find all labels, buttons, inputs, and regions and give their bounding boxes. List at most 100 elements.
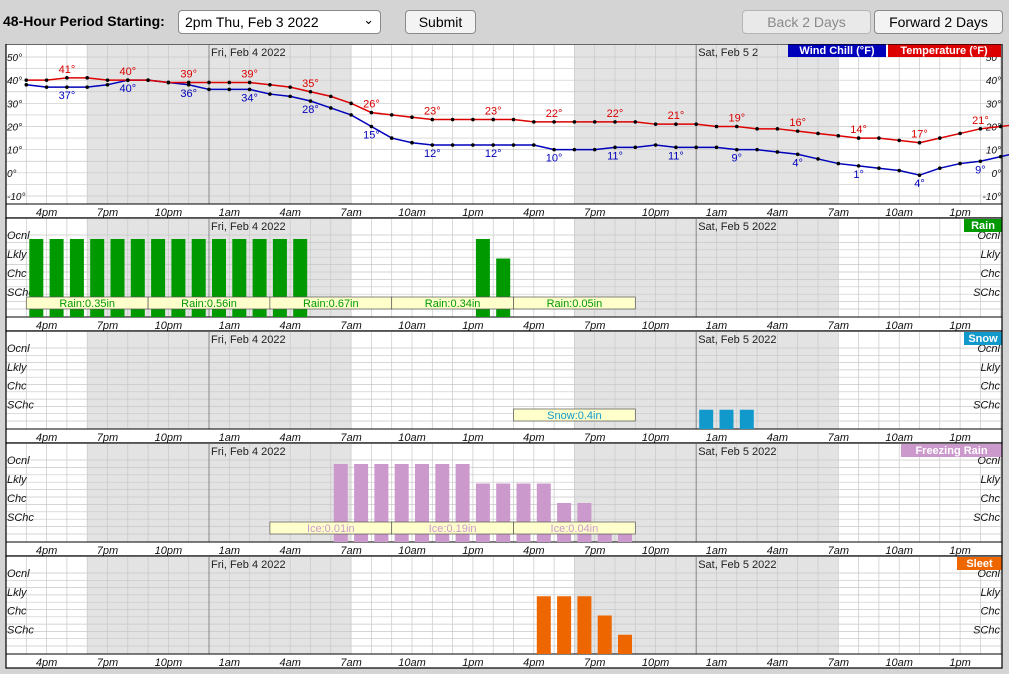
wind-chill-point bbox=[897, 168, 901, 173]
y-category-right: SChc bbox=[973, 287, 1000, 299]
temperature-point bbox=[552, 120, 556, 124]
x-tick-label: 10pm bbox=[642, 545, 670, 557]
x-tick-label: 10pm bbox=[155, 207, 183, 219]
x-tick-label: 1am bbox=[219, 320, 240, 332]
wind-chill-point bbox=[450, 143, 455, 147]
x-tick-label: 7pm bbox=[97, 545, 118, 557]
temperature-point bbox=[227, 80, 232, 85]
temperature-point bbox=[532, 120, 536, 124]
date-label: Sat, Feb 5 2022 bbox=[698, 446, 776, 458]
temperature-data-label: 22° bbox=[546, 108, 563, 120]
wind-chill-point bbox=[836, 161, 841, 166]
wind-chill-point bbox=[227, 87, 232, 92]
panel-title-swatch bbox=[964, 219, 1002, 232]
temperature-point bbox=[186, 80, 191, 85]
x-tick-label: 1pm bbox=[949, 320, 970, 332]
y-tick-label-right: 50° bbox=[986, 53, 1001, 64]
total-box bbox=[513, 408, 636, 422]
legend-wind-chill-swatch bbox=[788, 44, 886, 57]
x-tick-label: 4am bbox=[767, 320, 788, 332]
x-tick-label: 10pm bbox=[155, 432, 183, 444]
temperature-point bbox=[389, 113, 394, 117]
x-tick-label: 1am bbox=[706, 657, 727, 669]
wind-chill-point bbox=[85, 85, 89, 89]
wind-chill-data-label: 4° bbox=[792, 157, 803, 169]
x-tick-label: 4am bbox=[279, 545, 300, 557]
y-category-right: Ocnl bbox=[977, 455, 1000, 467]
x-tick-label: 10am bbox=[885, 545, 913, 557]
y-category-right: SChc bbox=[973, 400, 1000, 412]
temperature-point bbox=[247, 80, 252, 85]
temperature-point bbox=[430, 117, 435, 122]
y-category-left: Chc bbox=[7, 381, 27, 393]
wind-chill-point bbox=[613, 145, 617, 150]
wind-chill-data-label: 9° bbox=[975, 164, 986, 176]
y-category-right: Chc bbox=[980, 606, 1000, 618]
forward-2-days-button[interactable]: Forward 2 Days bbox=[874, 10, 1003, 34]
x-tick-label: 4pm bbox=[523, 207, 544, 219]
y-category-right: SChc bbox=[973, 512, 1000, 524]
date-label: Fri, Feb 4 2022 bbox=[211, 47, 286, 59]
x-tick-label: 10am bbox=[885, 320, 913, 332]
temperature-point bbox=[105, 78, 110, 82]
x-tick-label: 7am bbox=[828, 207, 849, 219]
panel-title-swatch bbox=[901, 444, 1002, 457]
wind-chill-point bbox=[795, 152, 800, 157]
temperature-point bbox=[592, 120, 597, 124]
temperature-point bbox=[24, 78, 29, 82]
x-tick-label: 4pm bbox=[36, 432, 57, 444]
wind-chill-point bbox=[532, 143, 536, 147]
x-tick-label: 1pm bbox=[462, 545, 483, 557]
temperature-data-label: 21° bbox=[972, 115, 989, 127]
wind-chill-point bbox=[755, 147, 759, 152]
temperature-point bbox=[836, 133, 841, 138]
panel-snow: Fri, Feb 4 2022 Sat, Feb 5 2022 4pm 7pm 10pm… bbox=[5, 330, 1003, 444]
wind-chill-data-label: 36° bbox=[180, 88, 197, 100]
date-label: Fri, Feb 4 2022 bbox=[211, 221, 286, 233]
temperature-point bbox=[44, 78, 49, 82]
period-select[interactable]: 2pm Thu, Feb 3 2022 ⌄ bbox=[178, 10, 381, 34]
temperature-point bbox=[491, 117, 496, 122]
y-category-left: SChc bbox=[7, 400, 34, 412]
wind-chill-data-label: 9° bbox=[732, 153, 743, 165]
x-tick-label: 10pm bbox=[642, 320, 670, 332]
precip-bar bbox=[557, 596, 572, 654]
x-tick-label: 4am bbox=[767, 545, 788, 557]
wind-chill-point bbox=[410, 140, 414, 145]
y-category-right: Chc bbox=[980, 381, 1000, 393]
y-category-left: Ocnl bbox=[7, 343, 30, 355]
y-category-right: Ocnl bbox=[977, 343, 1000, 355]
y-tick-label-left: 30° bbox=[7, 99, 22, 110]
wind-chill-point bbox=[572, 147, 577, 152]
x-tick-label: 10pm bbox=[642, 207, 670, 219]
period-label: 48-Hour Period Starting: bbox=[3, 13, 165, 29]
temperature-data-label: 23° bbox=[424, 106, 441, 118]
temperature-data-label: 26° bbox=[363, 99, 380, 111]
back-2-days-button[interactable]: Back 2 Days bbox=[742, 10, 871, 34]
x-tick-label: 1pm bbox=[462, 432, 483, 444]
y-category-left: SChc bbox=[7, 512, 34, 524]
x-tick-label: 1am bbox=[219, 207, 240, 219]
wind-chill-point bbox=[389, 136, 394, 140]
night-shade bbox=[574, 45, 839, 204]
temperature-point bbox=[897, 138, 901, 143]
wind-chill-point bbox=[633, 145, 638, 150]
temperature-point bbox=[775, 127, 780, 131]
wind-chill-line bbox=[26, 79, 1009, 176]
x-tick-label: 4am bbox=[767, 207, 788, 219]
temperature-point bbox=[471, 117, 475, 122]
x-tick-label: 10pm bbox=[642, 657, 670, 669]
night-shade bbox=[574, 557, 839, 654]
x-tick-label: 7am bbox=[828, 320, 849, 332]
x-tick-label: 10pm bbox=[155, 657, 183, 669]
total-label: Rain:0.35in bbox=[59, 298, 115, 310]
temperature-data-label: 41° bbox=[59, 64, 76, 76]
panel-sleet: Fri, Feb 4 2022 Sat, Feb 5 2022 4pm 7pm 10pm… bbox=[5, 555, 1003, 669]
submit-button[interactable]: Submit bbox=[405, 10, 476, 34]
wind-chill-point bbox=[65, 85, 69, 89]
y-tick-label-left: 40° bbox=[7, 76, 22, 87]
panel-freezing-rain: Fri, Feb 4 2022 Sat, Feb 5 2022 4pm 7pm 10pm… bbox=[5, 442, 1003, 557]
x-tick-label: 10am bbox=[885, 432, 913, 444]
temperature-point bbox=[85, 76, 89, 80]
y-category-left: Chc bbox=[7, 606, 27, 618]
